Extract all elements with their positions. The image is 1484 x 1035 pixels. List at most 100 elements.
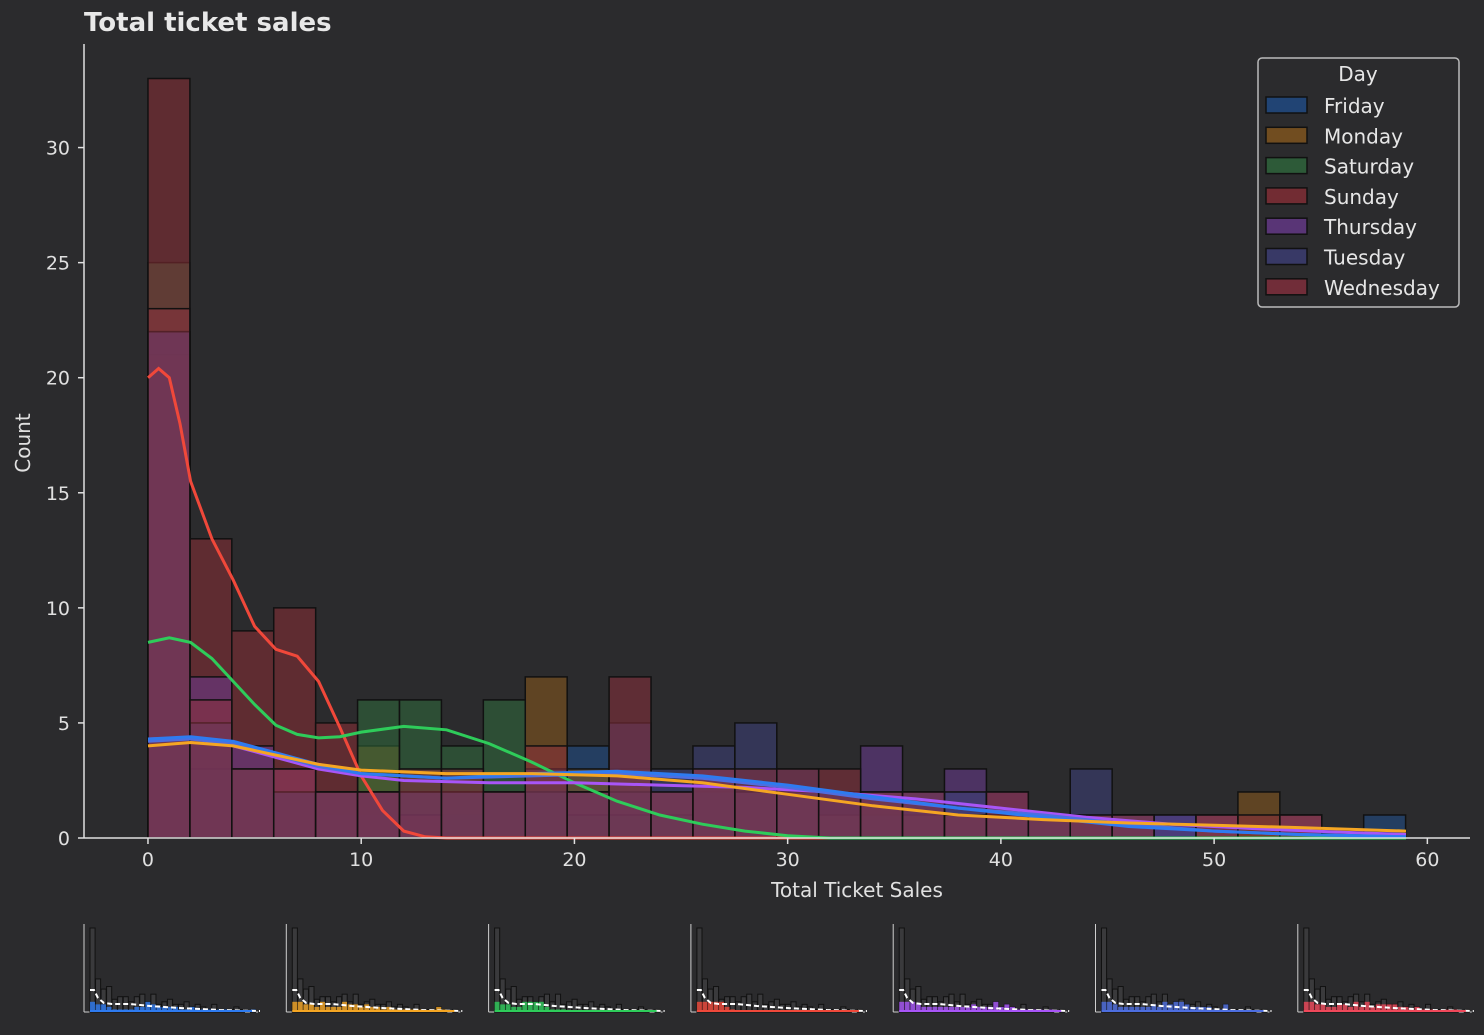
mini-series-bar bbox=[1314, 1004, 1320, 1012]
histogram-bar bbox=[272, 768, 317, 839]
kde-line-saturday bbox=[147, 636, 1406, 840]
mini-series-bar bbox=[95, 1004, 101, 1012]
mini-series-bar bbox=[1309, 1001, 1315, 1012]
mini-series-bar bbox=[101, 1004, 107, 1012]
legend-entry: Tuesday bbox=[1323, 246, 1406, 270]
mini-series-bar bbox=[915, 1004, 921, 1012]
mini-series-bar bbox=[1375, 1004, 1381, 1012]
mini-series-bar bbox=[297, 1001, 303, 1012]
mini-series-bar bbox=[1178, 1001, 1185, 1012]
mini-series-bar bbox=[998, 1006, 1004, 1012]
legend-swatch bbox=[1265, 126, 1308, 145]
mini-series-bar bbox=[314, 1006, 320, 1012]
mini-series-bar bbox=[353, 1004, 359, 1012]
mini-series-bar bbox=[1337, 1004, 1343, 1012]
histogram-bar bbox=[524, 745, 568, 839]
mini-series-bar bbox=[1320, 1004, 1326, 1012]
y-tick-label: 0 bbox=[58, 828, 70, 850]
mini-series-bar bbox=[134, 1006, 140, 1012]
histogram-bar bbox=[776, 768, 820, 839]
mini-series-bar bbox=[1325, 1006, 1332, 1012]
small-multiple-saturday bbox=[488, 924, 665, 1013]
histogram-bar bbox=[314, 791, 359, 839]
mini-series-bar bbox=[1342, 1004, 1348, 1012]
mini-bar bbox=[1101, 927, 1108, 1013]
small-multiple-sunday bbox=[690, 924, 867, 1013]
mini-kde-line bbox=[494, 989, 665, 1012]
mini-series-bar bbox=[1403, 1006, 1409, 1012]
mini-series-bar bbox=[1129, 1006, 1135, 1012]
legend-swatch bbox=[1265, 187, 1308, 205]
x-tick-label: 50 bbox=[1202, 849, 1226, 871]
mini-series-bar bbox=[982, 1006, 988, 1012]
y-tick-label: 30 bbox=[46, 138, 70, 160]
mini-series-bar bbox=[375, 1006, 381, 1012]
small-multiple-thursday bbox=[892, 924, 1070, 1013]
legend-title: Day bbox=[1338, 62, 1378, 86]
mini-series-bar bbox=[719, 1001, 725, 1012]
mini-series-bar bbox=[1134, 1006, 1140, 1012]
mini-series-bar bbox=[954, 1006, 960, 1012]
x-tick-label: 60 bbox=[1415, 849, 1439, 871]
mini-series-bar bbox=[319, 1001, 326, 1012]
mini-series-bar bbox=[325, 1006, 331, 1012]
mini-series-bar bbox=[1370, 1006, 1376, 1012]
mini-kde-line bbox=[696, 989, 867, 1012]
mini-series-bar bbox=[145, 1001, 151, 1012]
x-tick-label: 40 bbox=[989, 849, 1013, 871]
small-multiple-monday bbox=[285, 924, 463, 1013]
mini-series-bar bbox=[1201, 1006, 1207, 1012]
mini-series-bar bbox=[1359, 1006, 1365, 1012]
kde-line-sunday bbox=[147, 366, 1406, 840]
mini-series-bar bbox=[522, 1001, 528, 1012]
mini-series-bar bbox=[1331, 1006, 1337, 1012]
mini-series-bar bbox=[331, 1006, 337, 1012]
mini-series-bar bbox=[1167, 1004, 1173, 1012]
histogram-bar bbox=[356, 791, 401, 839]
mini-series-bar bbox=[943, 1006, 949, 1012]
mini-series-bar bbox=[696, 1001, 702, 1012]
y-axis-label: Count bbox=[11, 413, 35, 473]
mini-series-bar bbox=[292, 1001, 298, 1012]
mini-series-bar bbox=[1112, 1004, 1118, 1012]
mini-series-bar bbox=[511, 1006, 517, 1012]
mini-bar bbox=[757, 993, 764, 1013]
small-multiple-friday bbox=[83, 924, 261, 1013]
mini-series-bar bbox=[993, 1001, 999, 1012]
mini-series-bar bbox=[1397, 1006, 1403, 1012]
y-tick-label: 20 bbox=[46, 368, 70, 390]
mini-series-bar bbox=[533, 1001, 539, 1012]
histogram-bar bbox=[566, 791, 610, 839]
mini-series-bar bbox=[336, 1006, 342, 1012]
mini-series-bar bbox=[1195, 1006, 1201, 1012]
legend-entry: Thursday bbox=[1323, 215, 1417, 239]
mini-series-bar bbox=[347, 1004, 353, 1012]
mini-series-bar bbox=[342, 1001, 348, 1012]
mini-series-bar bbox=[150, 1004, 156, 1012]
mini-series-bar bbox=[976, 1006, 982, 1012]
mini-series-bar bbox=[921, 1006, 927, 1012]
mini-series-bar bbox=[544, 1006, 550, 1012]
mini-series-bar bbox=[713, 1001, 719, 1012]
chart-title: Total ticket sales bbox=[84, 8, 332, 38]
legend: Day Friday Monday Saturday Sunday Thursday Tue… bbox=[1257, 57, 1460, 308]
x-tick-label: 10 bbox=[349, 849, 373, 871]
mini-series-bar bbox=[910, 1001, 916, 1012]
mini-kde-line bbox=[1303, 989, 1474, 1012]
mini-series-bar bbox=[1353, 1001, 1359, 1012]
mini-series-bar bbox=[1190, 1006, 1196, 1012]
mini-series-bar bbox=[1107, 1001, 1113, 1012]
mini-series-bar bbox=[505, 1004, 511, 1012]
mini-series-bar bbox=[987, 1006, 993, 1012]
mini-series-bar bbox=[527, 1001, 533, 1012]
histogram-bar bbox=[608, 676, 652, 839]
mini-series-bar bbox=[949, 1006, 955, 1012]
mini-series-bar bbox=[1381, 1004, 1387, 1012]
mini-series-bar bbox=[1140, 1006, 1146, 1012]
mini-series-bar bbox=[106, 1006, 112, 1012]
mini-bar bbox=[494, 927, 501, 1013]
mini-series-bar bbox=[364, 1004, 370, 1012]
y-tick-label: 10 bbox=[46, 598, 70, 620]
mini-series-bar bbox=[358, 1006, 364, 1012]
